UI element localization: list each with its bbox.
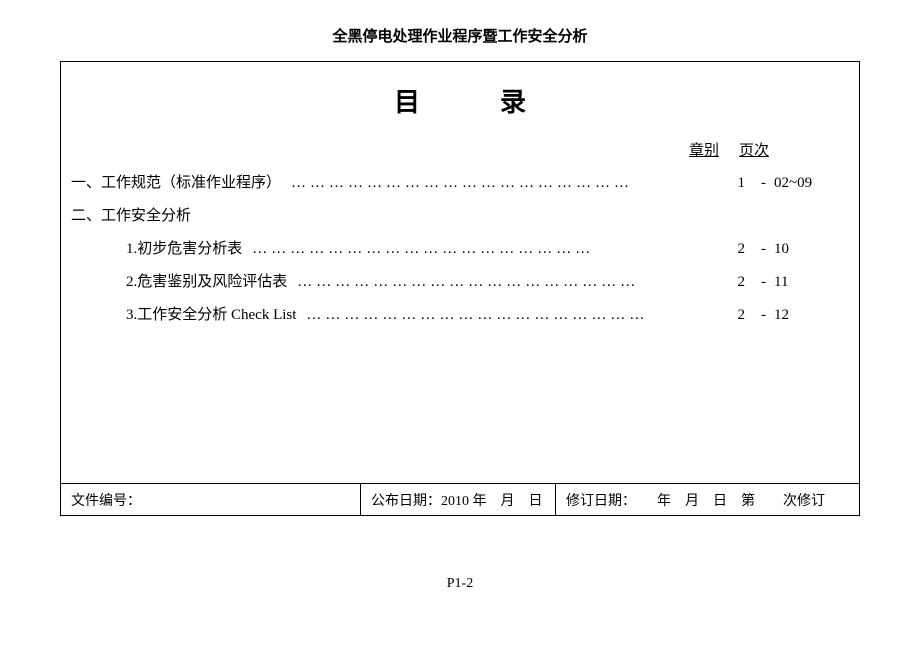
footer-revision-date: 修订日期： 年 月 日 第 次修订	[556, 484, 859, 515]
page-number: P1-2	[60, 576, 860, 592]
toc-page: 10	[774, 241, 829, 258]
toc-dash: -	[753, 241, 774, 258]
toc-row: 2.危害鉴别及风险评估表 ……………………………………………… 2-11	[61, 264, 859, 297]
toc-row: 二、工作安全分析	[61, 198, 859, 231]
toc-title: 目录	[61, 82, 859, 119]
toc-dots: ………………………………………………	[291, 175, 719, 192]
toc-page: 11	[774, 274, 829, 291]
toc-dots: ………………………………………………	[252, 241, 719, 258]
toc-chapter: 2	[730, 241, 754, 258]
toc-header-chapter: 章别	[689, 139, 719, 160]
toc-row: 3.工作安全分析 Check List ……………………………………………… 2-1…	[61, 297, 859, 330]
toc-chapter: 2	[730, 307, 754, 324]
toc-row: 1.初步危害分析表 ……………………………………………… 2-10	[61, 231, 859, 264]
toc-page: 02~09	[774, 175, 829, 192]
toc-label: 1.初步危害分析表	[71, 237, 242, 258]
toc-container: 一、工作规范（标准作业程序）………………………………………………1-02~09二…	[61, 165, 859, 330]
toc-chapter: 2	[730, 274, 754, 291]
toc-column-headers: 章别 页次	[61, 139, 859, 160]
toc-dash: -	[753, 175, 774, 192]
footer-doc-number: 文件编号：	[61, 484, 361, 515]
content-box: 目录 章别 页次 一、工作规范（标准作业程序） ………………………………………………	[60, 61, 860, 516]
toc-dash: -	[753, 274, 774, 291]
toc-dots: ………………………………………………	[297, 274, 719, 291]
toc-dash: -	[753, 307, 774, 324]
footer-row: 文件编号： 公布日期：2010 年 月 日 修订日期： 年 月 日 第 次修订	[61, 483, 859, 515]
footer-publish-date: 公布日期：2010 年 月 日	[361, 484, 556, 515]
toc-label: 二、工作安全分析	[71, 204, 191, 225]
toc-header-page: 页次	[739, 139, 769, 160]
toc-label: 2.危害鉴别及风险评估表	[71, 270, 287, 291]
toc-label: 一、工作规范（标准作业程序）	[71, 171, 281, 192]
toc-page: 12	[774, 307, 829, 324]
toc-row: 一、工作规范（标准作业程序） ……………………………………………… 1-02~09	[61, 165, 859, 198]
toc-label: 3.工作安全分析 Check List	[71, 303, 296, 324]
document-header-title: 全黑停电处理作业程序暨工作安全分析	[60, 25, 860, 46]
toc-chapter: 1	[730, 175, 754, 192]
toc-dots: ………………………………………………	[306, 307, 719, 324]
